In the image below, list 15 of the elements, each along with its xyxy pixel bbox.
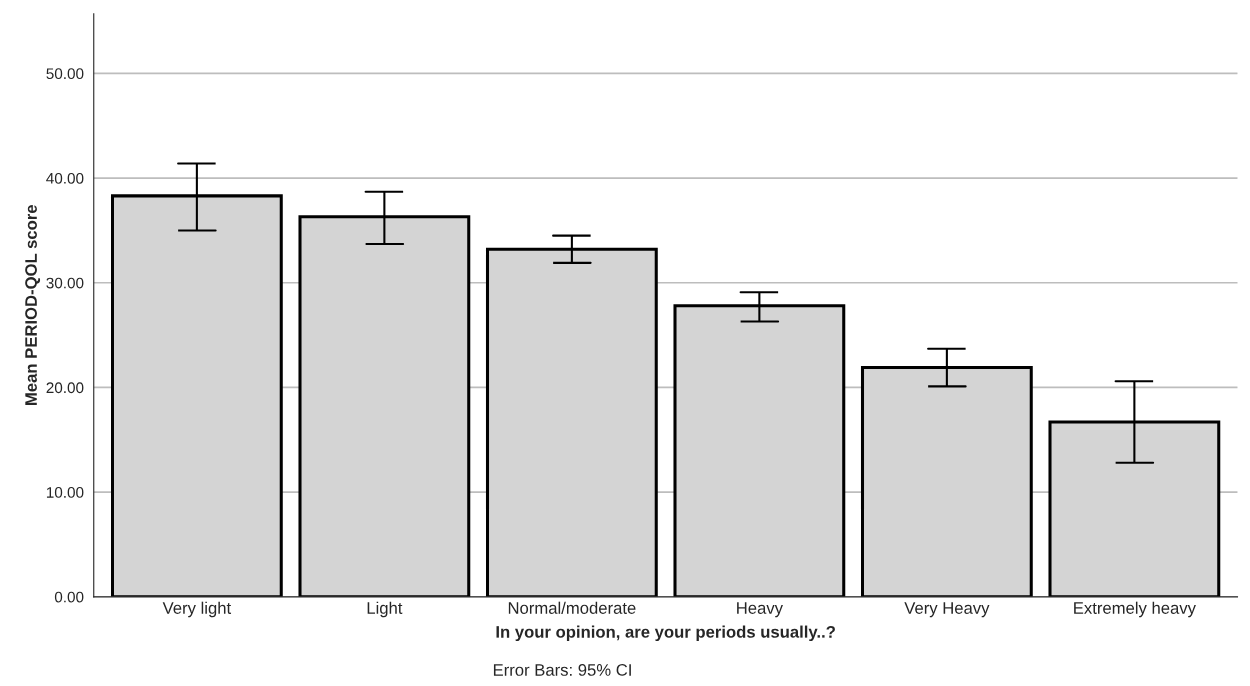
y-tick-label: 30.00 xyxy=(46,277,84,289)
y-tick-label: 0.00 xyxy=(54,591,84,603)
x-tick-label: Extremely heavy xyxy=(1074,601,1196,618)
y-tick-label: 50.00 xyxy=(46,68,84,80)
x-tick-label: Light xyxy=(367,601,403,618)
x-tick-label: Very light xyxy=(162,601,232,618)
x-tick-label: Normal/moderate xyxy=(508,601,636,614)
text: Error Bars: 95% CI xyxy=(493,664,631,676)
y-tick-label: 40.00 xyxy=(46,172,84,184)
x-tick-label: Very Heavy xyxy=(904,602,990,618)
x-axis-title: In your opinion, are your periods usually..? xyxy=(496,625,835,642)
y-tick-label: 10.00 xyxy=(46,487,84,498)
y-tick-label: 20.00 xyxy=(46,382,84,394)
y-axis-title: Mean PERIOD-QOL score xyxy=(25,205,41,405)
x-tick-label: Heavy xyxy=(737,602,783,618)
